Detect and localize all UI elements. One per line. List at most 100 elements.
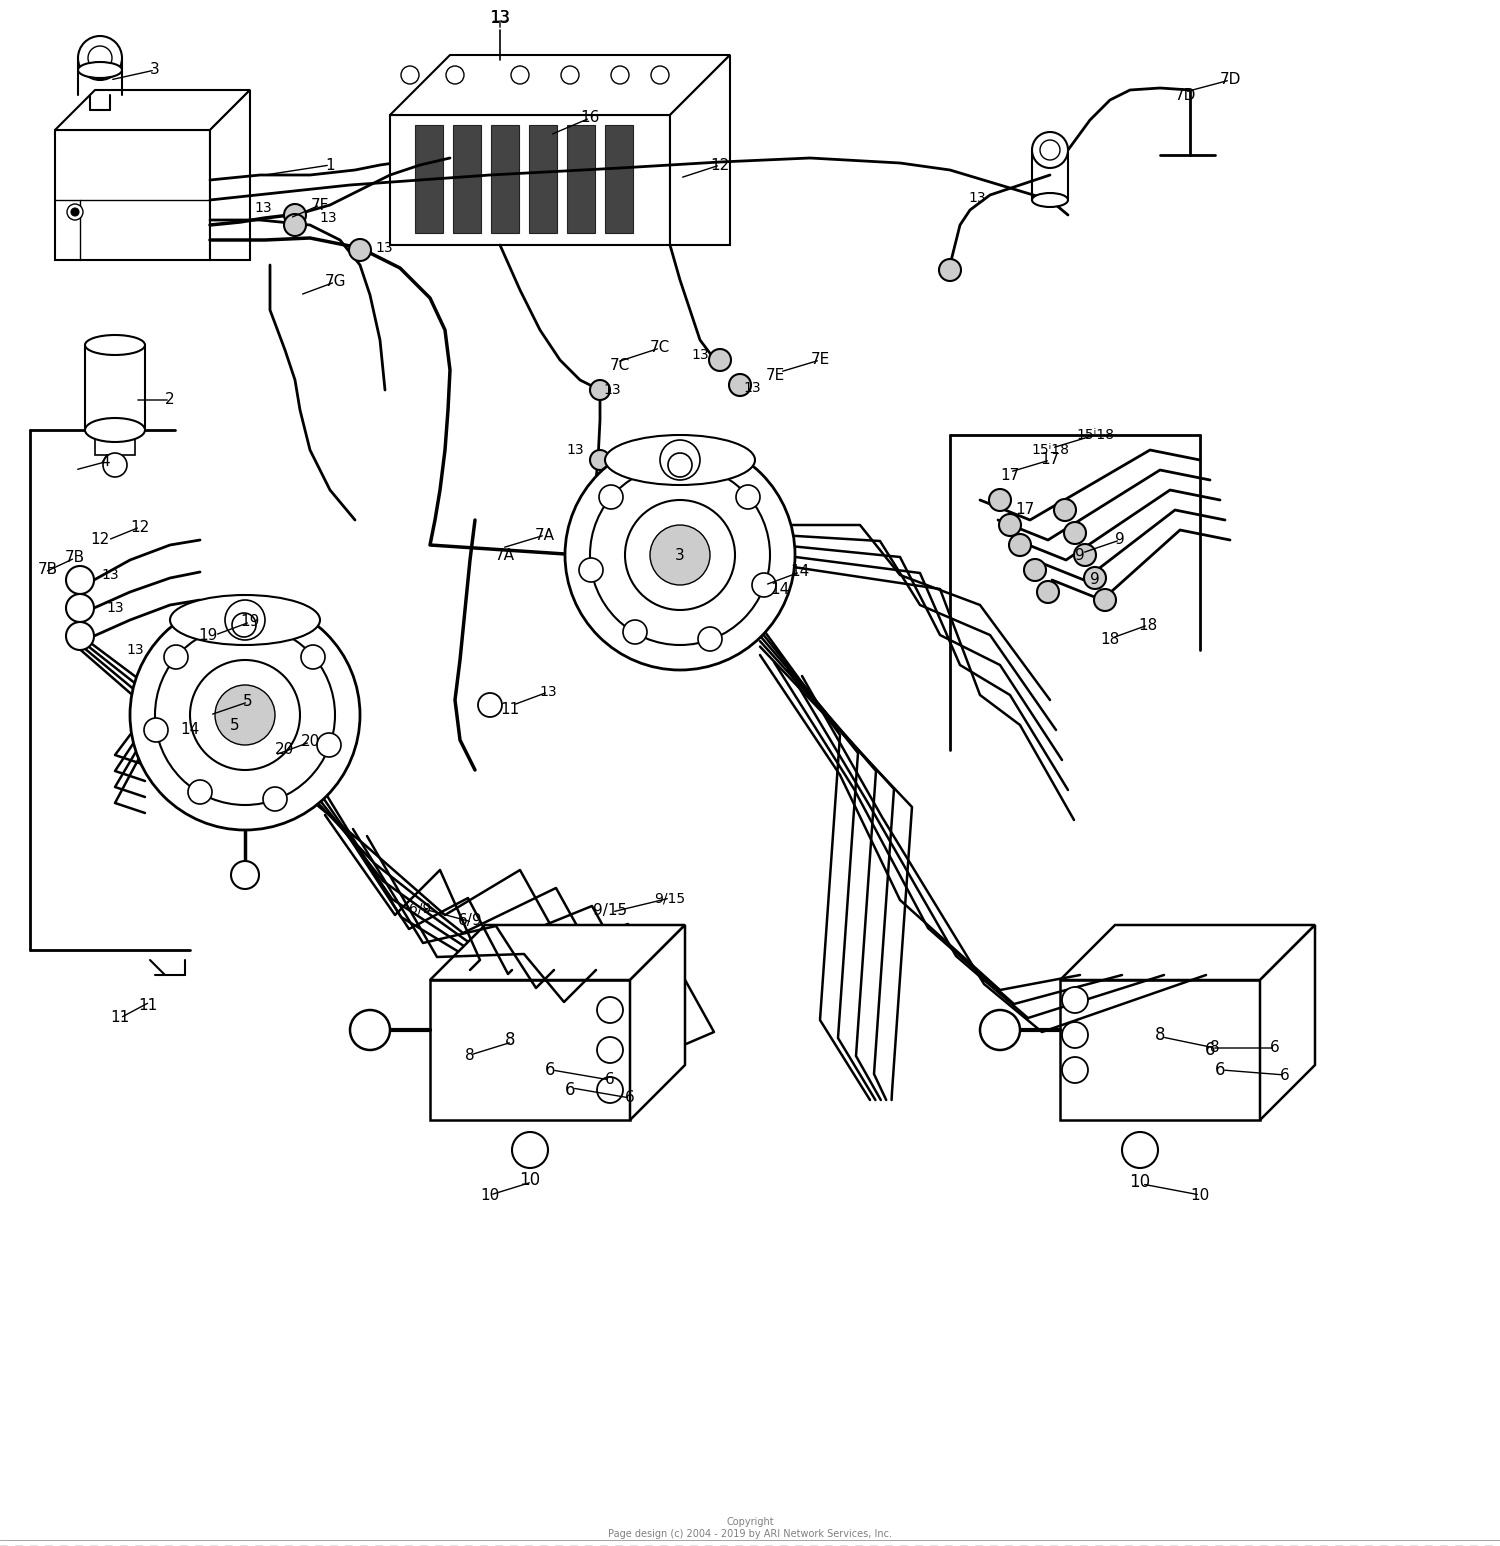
Text: 10: 10 bbox=[519, 1170, 540, 1189]
Ellipse shape bbox=[1032, 193, 1068, 207]
Circle shape bbox=[610, 66, 628, 83]
Text: 19: 19 bbox=[198, 628, 217, 643]
Text: 6: 6 bbox=[604, 1073, 615, 1087]
Text: 13: 13 bbox=[254, 201, 272, 215]
Text: 6/9: 6/9 bbox=[410, 901, 430, 915]
Text: 13: 13 bbox=[106, 601, 124, 615]
Text: 7E: 7E bbox=[810, 352, 830, 368]
Text: 5: 5 bbox=[243, 694, 254, 710]
Text: 6: 6 bbox=[1280, 1067, 1290, 1082]
Text: 8: 8 bbox=[504, 1031, 516, 1050]
Polygon shape bbox=[430, 925, 686, 980]
Bar bbox=[567, 125, 596, 233]
Circle shape bbox=[1062, 986, 1088, 1013]
Bar bbox=[490, 125, 519, 233]
Text: 15ⁱ18: 15ⁱ18 bbox=[1030, 444, 1069, 458]
Circle shape bbox=[400, 66, 418, 83]
Circle shape bbox=[66, 621, 94, 649]
Circle shape bbox=[78, 36, 122, 80]
Circle shape bbox=[154, 625, 334, 805]
Circle shape bbox=[598, 485, 622, 509]
Bar bbox=[416, 125, 442, 233]
Polygon shape bbox=[1260, 925, 1316, 1119]
Text: 6: 6 bbox=[1215, 1061, 1225, 1079]
Text: 9/15: 9/15 bbox=[592, 903, 627, 917]
Circle shape bbox=[350, 1010, 390, 1050]
Circle shape bbox=[597, 1078, 622, 1102]
Text: 7E: 7E bbox=[765, 368, 784, 382]
Circle shape bbox=[660, 441, 700, 479]
Circle shape bbox=[1074, 544, 1096, 566]
Text: 7B: 7B bbox=[64, 550, 86, 566]
Circle shape bbox=[752, 574, 776, 597]
Bar bbox=[56, 130, 210, 260]
Circle shape bbox=[188, 781, 211, 804]
Text: 6: 6 bbox=[544, 1061, 555, 1079]
Circle shape bbox=[512, 66, 530, 83]
Circle shape bbox=[66, 594, 94, 621]
Text: 13: 13 bbox=[375, 241, 393, 255]
Circle shape bbox=[1032, 131, 1068, 169]
Circle shape bbox=[284, 204, 306, 226]
Text: 17: 17 bbox=[1041, 453, 1059, 467]
Text: 7D: 7D bbox=[1220, 73, 1240, 88]
Bar bbox=[1060, 980, 1260, 1119]
Text: 6: 6 bbox=[1204, 1040, 1215, 1059]
Circle shape bbox=[512, 1132, 548, 1167]
Text: 6/9: 6/9 bbox=[458, 912, 483, 928]
Circle shape bbox=[988, 489, 1011, 512]
Polygon shape bbox=[210, 90, 251, 260]
Text: 5: 5 bbox=[230, 717, 240, 733]
Text: 10: 10 bbox=[1130, 1173, 1150, 1190]
Circle shape bbox=[590, 450, 610, 470]
Text: 18: 18 bbox=[1101, 632, 1119, 648]
Circle shape bbox=[190, 660, 300, 770]
Text: 20: 20 bbox=[300, 734, 320, 750]
Circle shape bbox=[88, 46, 112, 70]
Text: 6: 6 bbox=[564, 1081, 576, 1099]
Text: 7B: 7B bbox=[38, 563, 58, 578]
Circle shape bbox=[710, 349, 730, 371]
Text: 15ⁱ18: 15ⁱ18 bbox=[1076, 428, 1114, 442]
Circle shape bbox=[144, 717, 168, 742]
Circle shape bbox=[284, 213, 306, 237]
Circle shape bbox=[1024, 560, 1045, 581]
Text: 13: 13 bbox=[538, 685, 556, 699]
Circle shape bbox=[650, 526, 710, 584]
Circle shape bbox=[350, 240, 370, 261]
Circle shape bbox=[1094, 589, 1116, 611]
Circle shape bbox=[651, 66, 669, 83]
Circle shape bbox=[561, 66, 579, 83]
Circle shape bbox=[130, 600, 360, 830]
Text: 13: 13 bbox=[126, 643, 144, 657]
Polygon shape bbox=[390, 56, 730, 114]
Circle shape bbox=[164, 645, 188, 669]
Text: 13: 13 bbox=[100, 567, 118, 581]
Text: 9: 9 bbox=[1090, 572, 1100, 587]
Text: 14: 14 bbox=[180, 722, 200, 737]
Circle shape bbox=[980, 1010, 1020, 1050]
Polygon shape bbox=[1060, 925, 1316, 980]
Text: 13: 13 bbox=[490, 11, 510, 25]
Text: 12: 12 bbox=[711, 158, 729, 173]
Text: 13: 13 bbox=[320, 210, 338, 226]
Text: 3: 3 bbox=[150, 62, 160, 77]
Text: 17: 17 bbox=[1016, 502, 1035, 518]
Text: 19: 19 bbox=[240, 614, 260, 629]
Text: 13: 13 bbox=[968, 192, 986, 206]
Ellipse shape bbox=[86, 335, 146, 356]
Circle shape bbox=[579, 558, 603, 581]
Text: 7A: 7A bbox=[536, 527, 555, 543]
Text: 7C: 7C bbox=[650, 340, 670, 356]
Circle shape bbox=[590, 465, 770, 645]
Text: 6: 6 bbox=[626, 1090, 634, 1105]
Text: 8: 8 bbox=[1210, 1040, 1219, 1056]
Circle shape bbox=[1054, 499, 1076, 521]
Text: 13: 13 bbox=[489, 9, 510, 26]
Circle shape bbox=[66, 566, 94, 594]
Circle shape bbox=[668, 453, 692, 478]
Polygon shape bbox=[670, 56, 730, 244]
Circle shape bbox=[1084, 567, 1106, 589]
Text: 17: 17 bbox=[1000, 467, 1020, 482]
Text: 6: 6 bbox=[1270, 1040, 1280, 1056]
